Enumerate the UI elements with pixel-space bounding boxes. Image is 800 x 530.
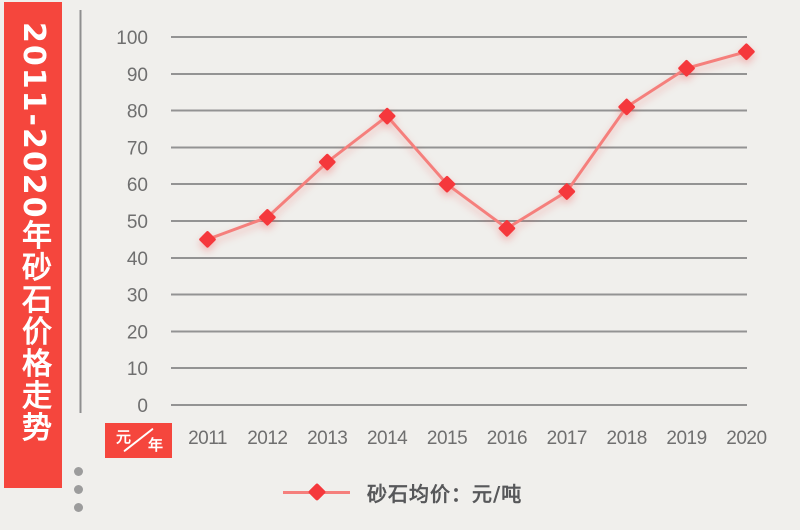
- y-tick-label: 0: [137, 396, 148, 417]
- axis-unit-box: 元 年: [105, 423, 172, 458]
- side-banner: 2011-2020年砂石价格走势: [4, 2, 62, 488]
- data-point-marker: [558, 183, 576, 200]
- data-point-marker: [678, 59, 695, 77]
- axis-unit-numerator: 元: [116, 428, 132, 446]
- y-tick-label: 30: [127, 286, 148, 307]
- y-tick-label: 70: [127, 138, 148, 159]
- data-point-marker: [378, 107, 396, 125]
- y-tick-label: 90: [127, 65, 148, 86]
- decor-dot: [74, 467, 83, 476]
- series-砂石均价：元/吨: [199, 43, 755, 248]
- legend-diamond-icon: [307, 482, 326, 502]
- data-point-marker: [438, 175, 456, 193]
- y-tick-label: 40: [127, 249, 148, 270]
- x-tick-label: 2013: [307, 428, 347, 449]
- chart-legend: 砂石均价：元/吨: [283, 480, 523, 506]
- y-tick-label: 50: [127, 212, 148, 233]
- data-point-marker: [259, 209, 276, 226]
- data-point-marker: [618, 98, 635, 116]
- y-tick-label: 60: [127, 175, 148, 196]
- x-tick-label: 2012: [247, 428, 287, 449]
- legend-line-marker: [283, 482, 350, 502]
- data-point-marker: [199, 231, 216, 248]
- data-point-marker: [738, 43, 755, 61]
- y-tick-label: 100: [116, 28, 148, 49]
- x-tick-label: 2014: [367, 428, 408, 449]
- x-tick-label: 2018: [607, 428, 647, 449]
- axis-unit-denominator: 年: [147, 436, 163, 454]
- decor-dot: [74, 503, 83, 512]
- banner-title: 2011-2020年砂石价格走势: [16, 22, 51, 444]
- x-tick-label: 2019: [666, 428, 706, 449]
- price-line: [206, 50, 747, 241]
- x-tick-label: 2020: [726, 428, 766, 449]
- x-tick-label: 2011: [188, 428, 227, 449]
- x-tick-label: 2017: [547, 428, 587, 449]
- y-tick-label: 20: [127, 322, 148, 343]
- x-tick-label: 2016: [487, 428, 527, 449]
- y-tick-label: 80: [127, 102, 148, 123]
- data-point-marker: [498, 220, 516, 237]
- data-point-marker: [318, 153, 336, 171]
- decor-dot: [74, 485, 83, 494]
- legend-label: 砂石均价：元/吨: [367, 481, 523, 506]
- x-tick-label: 2015: [427, 428, 467, 449]
- y-tick-label: 10: [127, 359, 148, 380]
